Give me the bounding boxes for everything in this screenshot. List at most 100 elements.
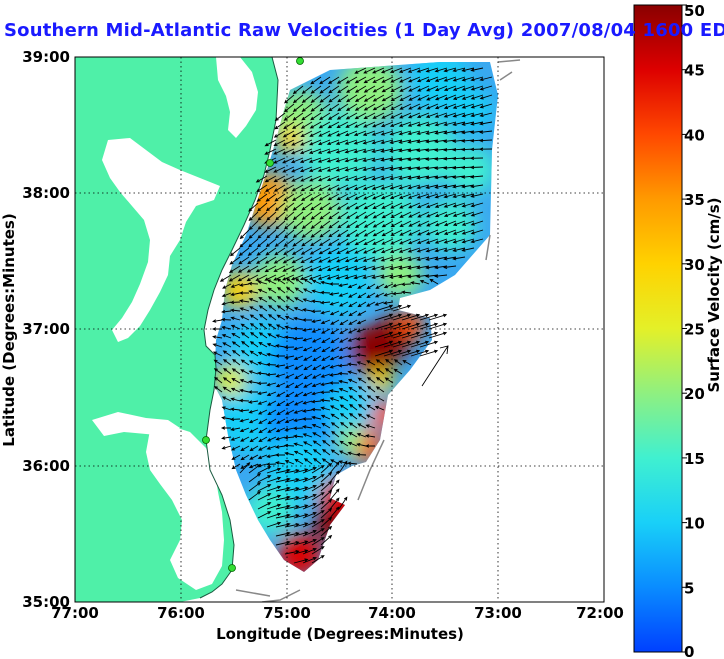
velocity-arrow — [319, 229, 331, 238]
velocity-arrow — [258, 427, 268, 434]
velocity-arrow — [398, 274, 412, 279]
velocity-arrow — [353, 130, 367, 137]
x-tick-label: 77:00 — [51, 604, 99, 622]
velocity-arrow — [338, 379, 349, 384]
velocity-arrow — [390, 112, 403, 119]
velocity-arrow — [399, 112, 412, 119]
velocity-arrow — [266, 229, 277, 239]
velocity-arrow — [443, 256, 457, 261]
velocity-arrow — [230, 283, 241, 288]
velocity-arrow — [266, 436, 277, 442]
velocity-arrow — [452, 130, 466, 135]
velocity-arrow — [416, 76, 430, 83]
velocity-arrow — [317, 139, 331, 146]
velocity-arrow — [301, 229, 313, 238]
velocity-arrow — [338, 346, 349, 351]
velocity-arrow — [425, 265, 439, 270]
velocity-arrow — [249, 454, 259, 460]
velocity-arrow — [363, 220, 376, 228]
velocity-arrow — [401, 349, 421, 357]
velocity-arrow — [292, 336, 304, 341]
velocity-arrow — [318, 256, 331, 263]
velocity-arrow — [348, 301, 358, 308]
velocity-arrow — [266, 494, 282, 501]
velocity-arrow — [353, 274, 367, 280]
velocity-arrow — [329, 389, 340, 393]
velocity-arrow — [327, 76, 340, 84]
velocity-arrow — [259, 322, 268, 330]
velocity-arrow — [329, 292, 340, 296]
velocity-arrow — [348, 422, 358, 429]
velocity-arrow — [330, 328, 340, 335]
velocity-arrow — [417, 94, 430, 101]
velocity-arrow — [354, 112, 367, 120]
velocity-arrow — [363, 193, 376, 200]
velocity-arrow — [329, 405, 340, 411]
velocity-arrow — [401, 331, 421, 339]
velocity-arrow — [366, 404, 376, 411]
velocity-arrow — [264, 256, 277, 264]
velocity-arrow — [338, 292, 349, 297]
velocity-arrow — [320, 280, 331, 285]
velocity-arrow — [303, 355, 313, 361]
velocity-arrow — [317, 274, 331, 280]
velocity-arrow — [266, 211, 277, 221]
velocity-arrow — [339, 319, 349, 326]
velocity-arrow — [328, 211, 340, 220]
velocity-arrow — [392, 304, 412, 312]
velocity-arrow — [294, 382, 304, 389]
velocity-arrow — [230, 324, 241, 330]
velocity-arrow — [258, 418, 268, 424]
velocity-arrow — [302, 400, 313, 405]
velocity-arrow — [330, 319, 340, 325]
velocity-arrow — [293, 468, 309, 474]
colorbar-tick-label: 50 — [684, 2, 705, 20]
velocity-arrow — [371, 274, 385, 279]
velocity-arrow — [407, 247, 421, 253]
velocity-arrow — [319, 112, 331, 121]
velocity-arrow — [380, 166, 394, 171]
velocity-arrow — [340, 421, 349, 429]
velocity-arrow — [416, 238, 430, 245]
velocity-arrow — [238, 291, 249, 295]
velocity-arrow — [328, 229, 340, 238]
velocity-blob — [324, 384, 376, 436]
velocity-arrow — [300, 265, 313, 272]
velocity-arrow — [221, 292, 232, 298]
velocity-arrow — [303, 364, 313, 371]
x-axis: 77:00 76:00 75:00 74:00 73:00 72:00 Long… — [51, 604, 624, 643]
velocity-arrow — [362, 274, 376, 280]
velocity-arrow — [303, 449, 313, 456]
velocity-arrow — [276, 314, 286, 321]
velocity-arrow — [338, 355, 349, 360]
velocity-arrow — [248, 220, 259, 231]
velocity-arrow — [220, 317, 232, 322]
velocity-arrow — [407, 67, 421, 73]
velocity-arrow — [275, 229, 286, 239]
velocity-arrow — [222, 377, 232, 384]
radar-stations — [202, 57, 304, 572]
velocity-arrow — [380, 121, 394, 128]
velocity-arrow — [293, 316, 304, 321]
velocity-arrow — [399, 211, 412, 218]
velocity-arrow — [336, 247, 349, 254]
velocity-arrow — [410, 281, 421, 285]
velocity-arrow — [330, 439, 340, 447]
velocity-arrow — [248, 202, 259, 212]
velocity-arrow — [356, 433, 367, 438]
velocity-arrow — [331, 430, 340, 438]
velocity-arrow — [355, 345, 367, 349]
velocity-arrow — [309, 175, 322, 182]
velocity-arrow — [274, 453, 286, 457]
velocity-arrow — [284, 504, 300, 510]
velocity-arrow — [302, 298, 313, 303]
velocity-arrow — [282, 148, 295, 155]
velocity-arrow — [257, 288, 268, 294]
velocity-arrow — [470, 211, 484, 217]
velocity-arrow — [319, 220, 331, 229]
station-marker — [266, 159, 274, 167]
velocity-arrow — [443, 247, 457, 253]
velocity-arrow — [408, 202, 421, 209]
velocity-arrow — [273, 274, 286, 281]
velocity-arrow — [275, 513, 291, 519]
